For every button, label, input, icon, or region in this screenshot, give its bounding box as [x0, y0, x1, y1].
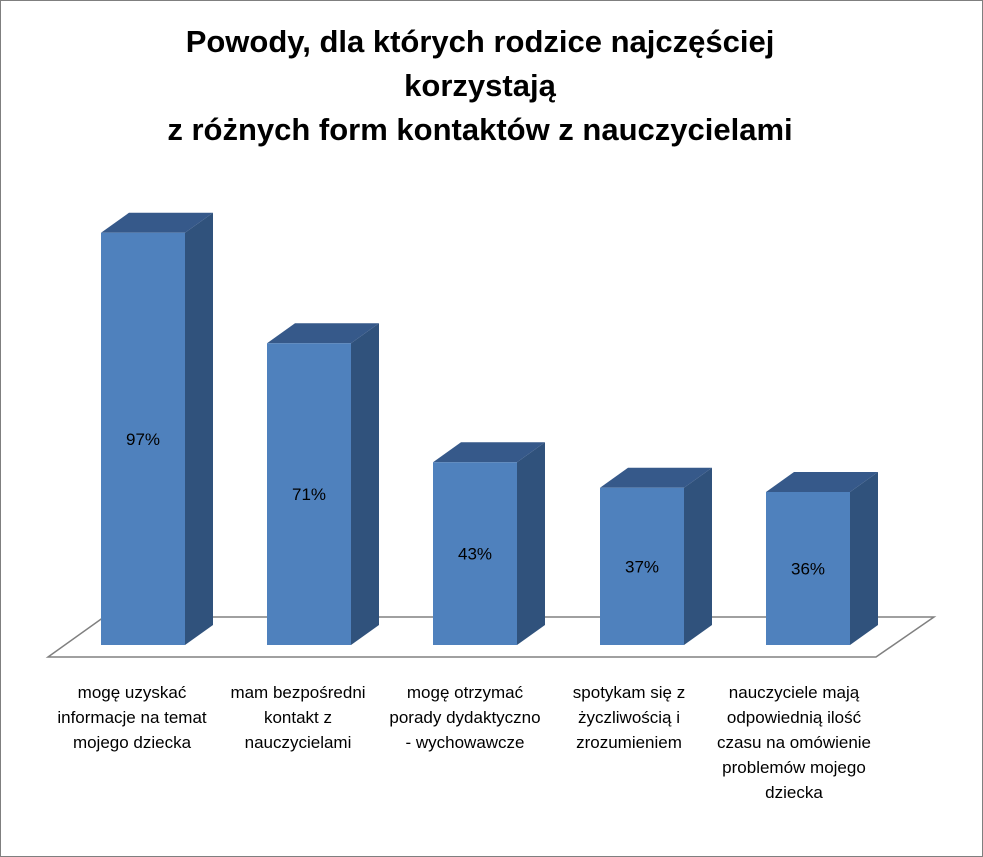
chart-title-line-1: Powody, dla których rodzice najczęściej: [185, 24, 775, 59]
bar-side: [684, 467, 712, 645]
category-label: mogę otrzymać porady dydaktyczno - wycho…: [389, 683, 541, 752]
bar-top: [433, 442, 545, 463]
bar-side: [351, 323, 379, 645]
data-label: 37%: [625, 557, 659, 576]
bar: [600, 487, 684, 645]
chart-title-line-2: korzystają: [404, 68, 556, 103]
bar-top: [600, 467, 712, 488]
bar: [433, 462, 517, 645]
category-label: mam bezpośredni kontakt z nauczycielami: [230, 683, 366, 752]
bar-side: [517, 442, 545, 645]
chart-title: Powody, dla których rodzice najczęściej …: [90, 20, 870, 152]
data-label: 97%: [126, 430, 160, 449]
bar: [101, 232, 185, 645]
bar-top: [267, 323, 379, 344]
data-label: 36%: [791, 560, 825, 579]
data-label: 43%: [458, 545, 492, 564]
bar-side: [850, 472, 878, 645]
data-label: 71%: [292, 485, 326, 504]
bar-top: [101, 212, 213, 233]
bar: [766, 492, 850, 645]
bar-side: [185, 212, 213, 645]
chart-title-line-3: z różnych form kontaktów z nauczycielami: [167, 112, 793, 147]
bar: [267, 343, 351, 645]
category-label: mogę uzyskać informacje na temat mojego …: [57, 683, 207, 752]
bar-top: [766, 472, 878, 492]
category-label: spotykam się z życzliwością i zrozumieni…: [572, 683, 686, 752]
category-label: nauczyciele mają odpowiednią ilość czasu…: [716, 683, 872, 802]
